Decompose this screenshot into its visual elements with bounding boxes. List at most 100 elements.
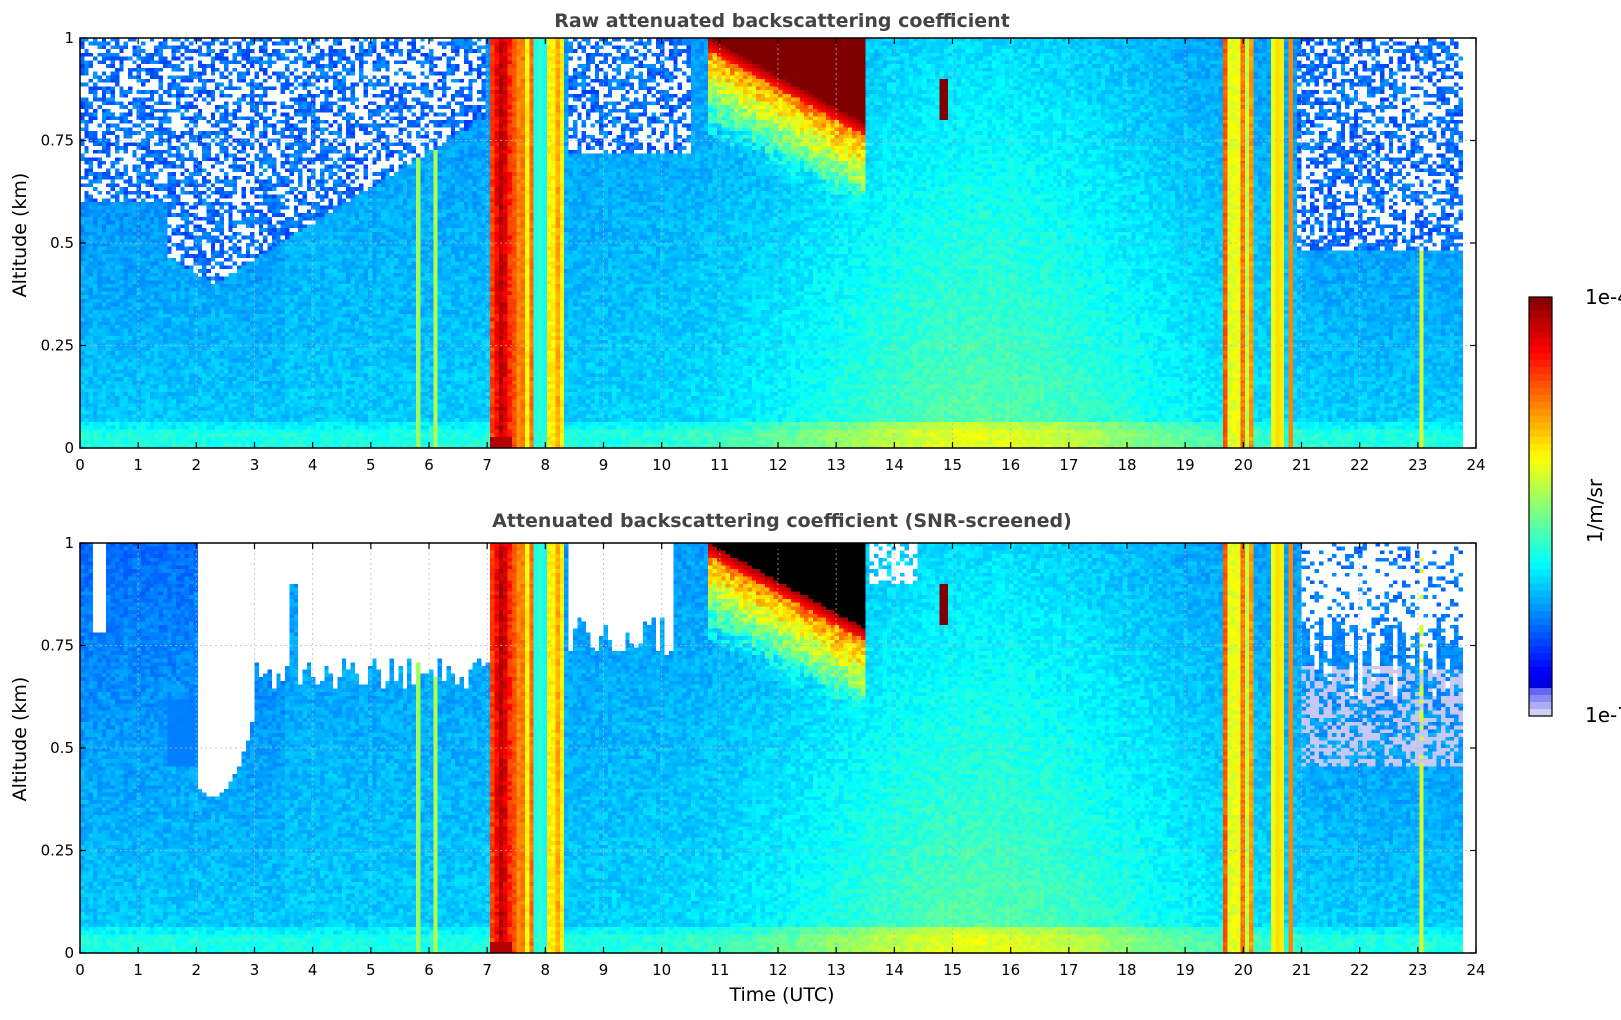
- colorbar-step: [1529, 534, 1552, 543]
- x-tick-label: 19: [1176, 961, 1195, 979]
- x-tick-label: 1: [133, 961, 143, 979]
- x-tick-label: 22: [1350, 961, 1369, 979]
- x-tick-label: 3: [250, 961, 260, 979]
- colorbar-step: [1529, 520, 1552, 529]
- colorbar-step: [1529, 674, 1552, 682]
- x-tick-label: 16: [1001, 456, 1020, 474]
- x-tick-label: 10: [652, 456, 671, 474]
- colorbar-step: [1529, 569, 1552, 577]
- x-tick-label: 23: [1408, 456, 1427, 474]
- x-tick-label: 6: [424, 456, 434, 474]
- colorbar-step: [1529, 499, 1552, 508]
- y-tick-label: 1: [64, 29, 74, 47]
- colorbar-step: [1529, 611, 1552, 619]
- colorbar-step: [1529, 450, 1552, 459]
- colorbar-step: [1529, 317, 1552, 326]
- colorbar-step: [1529, 422, 1552, 431]
- colorbar-step: [1529, 688, 1552, 696]
- colorbar-step: [1529, 597, 1552, 605]
- x-tick-label: 22: [1350, 456, 1369, 474]
- x-tick-label: 11: [710, 961, 729, 979]
- y-tick-label: 0.25: [41, 337, 74, 355]
- colorbar-step: [1529, 646, 1552, 654]
- y-tick-label: 0.75: [41, 132, 74, 150]
- colorbar-step: [1529, 548, 1552, 556]
- x-tick-label: 12: [768, 961, 787, 979]
- x-tick-label: 17: [1059, 961, 1078, 979]
- x-tick-label: 5: [366, 456, 376, 474]
- colorbar-step: [1529, 303, 1552, 312]
- colorbar-step: [1529, 429, 1552, 438]
- x-tick-label: 7: [482, 456, 492, 474]
- x-tick-label: 15: [943, 456, 962, 474]
- colorbar-step: [1529, 632, 1552, 640]
- colorbar-step: [1529, 660, 1552, 668]
- x-tick-label: 0: [75, 456, 85, 474]
- x-tick-label: 21: [1292, 456, 1311, 474]
- colorbar-step: [1529, 562, 1552, 570]
- x-tick-label: 15: [943, 961, 962, 979]
- colorbar-step: [1529, 485, 1552, 494]
- colorbar-min-label: 1e-7: [1585, 703, 1621, 727]
- y-tick-label: 0: [64, 944, 74, 962]
- x-tick-label: 5: [366, 961, 376, 979]
- colorbar-step: [1529, 394, 1552, 403]
- x-tick-label: 19: [1176, 456, 1195, 474]
- x-tick-label: 16: [1001, 961, 1020, 979]
- colorbar-step: [1529, 352, 1552, 361]
- x-tick-label: 9: [599, 456, 609, 474]
- colorbar-step: [1529, 324, 1552, 333]
- colorbar-step: [1529, 513, 1552, 522]
- y-tick-label: 0.25: [41, 842, 74, 860]
- colorbar-step: [1529, 667, 1552, 675]
- colorbar-step: [1529, 604, 1552, 612]
- colorbar-frame: [1528, 296, 1553, 717]
- x-tick-label: 2: [192, 961, 202, 979]
- panel-raw-plot: 0 1 2 3 4 5 6 7 8 9 10 11 12 13 14 15 16 17 18 19 20 21 22 23 24…: [41, 29, 1486, 474]
- colorbar-step: [1529, 443, 1552, 452]
- x-tick-label: 13: [827, 961, 846, 979]
- x-tick-label: 8: [541, 456, 551, 474]
- panel-raw-title: Raw attenuated backscattering coefficien…: [554, 10, 1010, 32]
- colorbar-step: [1529, 387, 1552, 396]
- colorbar-step: [1529, 408, 1552, 417]
- x-tick-label: 18: [1117, 961, 1136, 979]
- colorbar: 1e-4 1e-7 1/m/sr: [1528, 285, 1621, 727]
- y-tick-label: 0: [64, 439, 74, 457]
- colorbar-step: [1529, 681, 1552, 689]
- colorbar-step: [1529, 457, 1552, 466]
- panel-screened-title: Attenuated backscattering coefficient (S…: [492, 510, 1072, 532]
- colorbar-unit-label: 1/m/sr: [1583, 478, 1607, 543]
- x-tick-label: 10: [652, 961, 671, 979]
- panel-screened-ylabel: Altitude (km): [9, 677, 31, 802]
- x-tick-label: 9: [599, 961, 609, 979]
- x-tick-label: 14: [885, 961, 904, 979]
- colorbar-step: [1529, 471, 1552, 480]
- x-tick-label: 7: [482, 961, 492, 979]
- colorbar-step: [1529, 555, 1552, 563]
- colorbar-step: [1529, 702, 1552, 710]
- colorbar-step: [1529, 506, 1552, 515]
- x-tick-label: 21: [1292, 961, 1311, 979]
- colorbar-step: [1529, 590, 1552, 598]
- colorbar-step: [1529, 695, 1552, 703]
- x-tick-label: 4: [308, 961, 318, 979]
- panel-screened-plot: 0 1 2 3 4 5 6 7 8 9 10 11 12 13 14 15 16 17 18 19 20 21 22 23 24…: [41, 534, 1486, 979]
- colorbar-step: [1529, 415, 1552, 424]
- panel-raw: Raw attenuated backscattering coefficien…: [9, 10, 1486, 474]
- colorbar-step: [1529, 527, 1552, 536]
- colorbar-step: [1529, 583, 1552, 591]
- x-tick-label: 20: [1234, 961, 1253, 979]
- x-tick-label: 17: [1059, 456, 1078, 474]
- panel-raw-ylabel: Altitude (km): [9, 173, 31, 298]
- colorbar-step: [1529, 310, 1552, 319]
- colorbar-step: [1529, 359, 1552, 368]
- y-tick-label: 0.5: [50, 739, 74, 757]
- colorbar-step: [1529, 618, 1552, 626]
- x-tick-label: 3: [250, 456, 260, 474]
- colorbar-max-label: 1e-4: [1585, 285, 1621, 309]
- colorbar-step: [1529, 541, 1552, 549]
- panel-screened: Attenuated backscattering coefficient (S…: [9, 510, 1486, 1006]
- colorbar-step: [1529, 366, 1552, 375]
